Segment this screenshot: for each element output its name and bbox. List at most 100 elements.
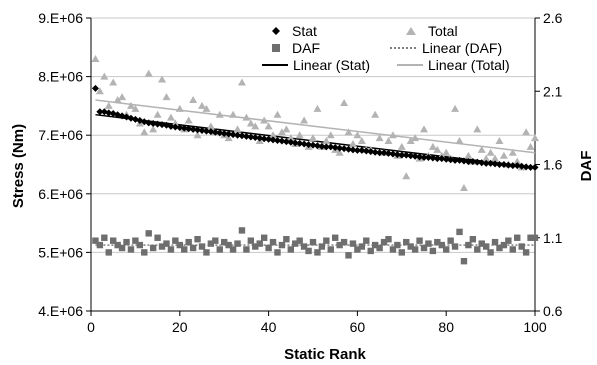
point-stat [509,162,517,170]
point-stat [322,143,330,151]
x-axis-title: Static Rank [284,346,366,363]
point-daf [234,240,241,247]
point-stat [398,151,406,159]
point-stat [256,134,264,142]
point-daf [509,246,516,253]
point-stat [149,119,157,127]
point-daf [527,234,534,241]
point-total [464,151,473,159]
point-daf [158,243,166,250]
point-daf [514,234,521,241]
point-stat [380,149,388,157]
point-total [184,116,193,124]
point-total [264,122,273,130]
point-stat [407,152,415,160]
point-stat [389,150,397,158]
point-total [91,55,100,63]
point-daf [491,238,499,246]
point-daf [460,257,468,265]
point-stat [251,134,259,142]
legend-marker-total [406,27,416,35]
point-daf [518,243,525,250]
point-stat [176,124,184,132]
point-daf [296,237,303,244]
point-total [353,131,362,139]
point-stat [336,144,344,152]
point-total [420,125,428,133]
point-total [237,78,246,86]
y-tick-label: 4.E+06 [38,303,83,319]
point-stat [202,127,210,135]
point-daf [278,241,286,249]
point-stat [282,138,290,146]
point-daf [185,238,192,246]
legend-label-daf: DAF [292,40,320,56]
point-stat [433,155,441,163]
x-tick-label: 100 [523,319,547,335]
point-total [326,131,335,139]
point-stat [189,125,197,133]
point-daf [469,236,477,243]
point-daf [247,237,255,244]
point-daf [363,237,370,244]
point-daf [443,246,450,253]
point-total [246,119,255,127]
point-total [388,131,397,139]
point-stat [376,149,384,157]
y-tick-label: 7.E+06 [38,127,83,143]
y2-tick-label: 2.6 [543,10,563,26]
point-total [371,110,380,118]
point-total [193,131,202,139]
point-daf [385,236,392,243]
point-daf [349,240,357,247]
point-daf [167,246,175,253]
y-tick-label: 6.E+06 [38,186,83,202]
point-stat [495,161,503,168]
x-tick-label: 40 [261,319,277,335]
point-daf [371,241,379,249]
point-daf [367,247,374,255]
point-stat [105,109,113,117]
point-daf [500,241,508,249]
point-daf [411,246,419,253]
point-stat [500,161,508,168]
point-daf [438,241,445,249]
point-stat [309,141,317,149]
point-daf [92,237,99,244]
point-daf [252,243,259,250]
point-stat [349,146,357,154]
point-stat [171,123,179,131]
point-daf [505,237,512,244]
point-stat [429,154,437,162]
point-stat [438,155,446,163]
point-total [428,142,437,150]
point-total [451,104,460,112]
point-stat [518,162,526,170]
point-daf [389,246,397,253]
point-total [282,125,291,133]
point-stat [296,139,304,147]
legend-marker-daf [272,44,280,52]
point-daf [163,240,170,247]
point-total [175,104,184,112]
point-daf [189,244,197,252]
point-stat [287,138,295,146]
point-total [269,131,278,139]
point-total [286,134,295,142]
point-daf [194,236,201,243]
point-total [158,75,167,83]
point-stat [154,120,162,128]
point-stat [522,163,530,171]
point-daf [238,227,246,234]
point-stat [123,113,131,121]
point-total [531,134,539,142]
point-daf [327,246,334,253]
point-daf [123,238,130,246]
legend-marker-stat [272,27,280,35]
point-daf [136,241,144,249]
point-total [300,116,309,124]
point-total [491,154,500,162]
point-daf [176,241,183,249]
point-stat [393,151,401,159]
point-stat [269,136,277,144]
